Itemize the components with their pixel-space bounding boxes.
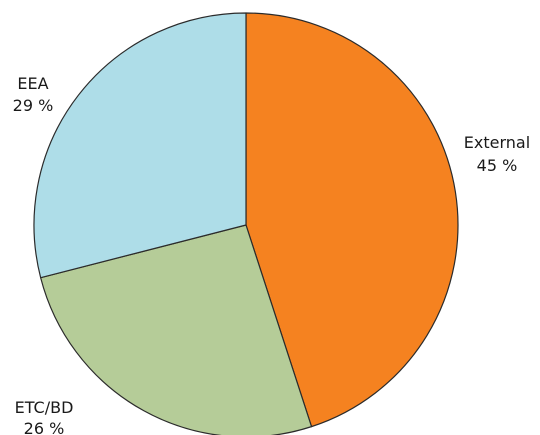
slice-label-external: External (464, 133, 530, 152)
slice-label-eea: EEA (17, 74, 48, 93)
pie-slices (33, 12, 459, 435)
slice-value-etc-bd: 26 % (24, 419, 65, 435)
slice-label-etc-bd: ETC/BD (15, 398, 74, 417)
pie-labels: External 45 % ETC/BD 26 % EEA 29 % (13, 74, 531, 435)
slice-value-eea: 29 % (13, 96, 54, 115)
pie-slice-external (245, 12, 459, 428)
pie-slice-eea (33, 12, 247, 279)
pie-slice-etc-bd (40, 224, 313, 435)
slice-value-external: 45 % (477, 156, 518, 175)
